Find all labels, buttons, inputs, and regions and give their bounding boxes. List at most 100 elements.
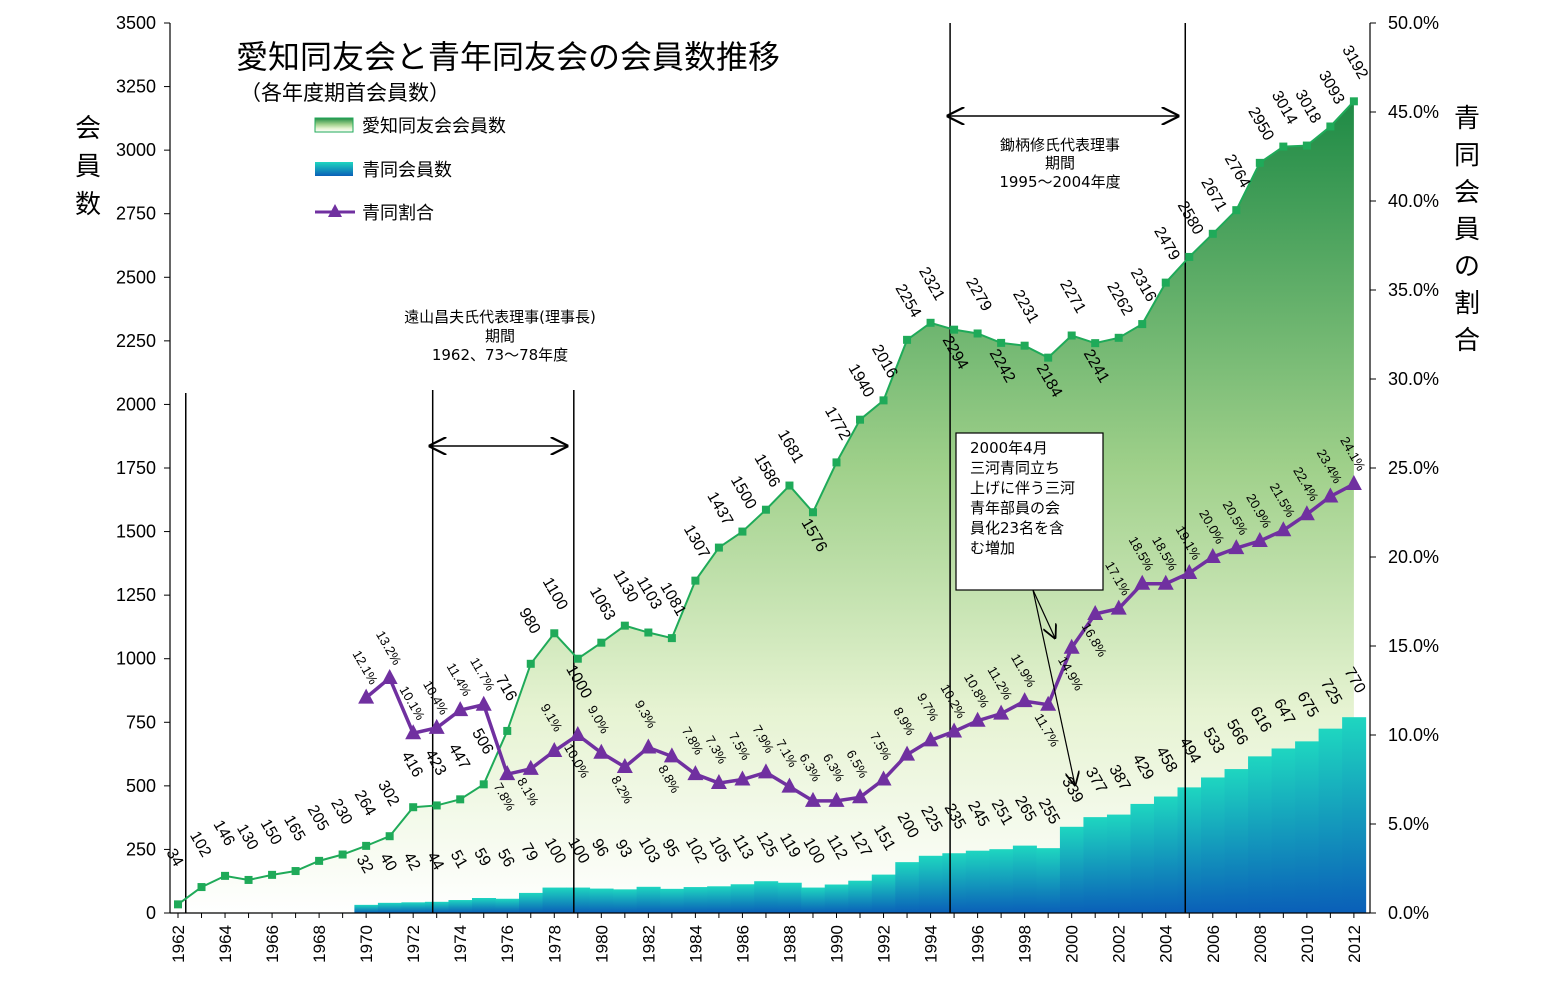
right-axis-label-char: 青 [1454,104,1480,134]
annotation-mikawa-box [955,432,1104,591]
total-members-point [409,803,418,812]
total-members-point [174,900,182,909]
left-tick-label: 1000 [116,649,156,669]
right-tick-label: 40.0% [1388,191,1439,211]
annotation-mikawa-pointer-2 [1032,589,1075,785]
youth-members-bar [824,884,849,913]
right-tick-label: 25.0% [1388,458,1439,478]
youth-members-data-label: 40 [376,850,400,874]
chart-title: 愛知同友会と青年同友会の会員数推移 [236,38,780,76]
youth-members-bar [801,887,826,913]
total-members-point [714,543,723,552]
total-members-data-label: 2231 [1009,287,1042,326]
annotation-toyama-line1: 遠山昌夫氏代表理事(理事長) [404,308,596,326]
annotation-tsuka-line1: 鋤柄修氏代表理事 [1000,136,1120,154]
annotation-mikawa-line3: 上げに伴う三河 [970,479,1075,497]
total-members-point [808,508,817,517]
ratio-point [593,743,610,759]
total-members-point [1279,142,1288,151]
total-members-point [291,867,300,876]
total-members-data-label: 2262 [1103,279,1136,318]
ratio-data-label: 12.1% [350,648,382,688]
ratio-point [405,724,422,740]
total-members-point [1255,158,1264,167]
youth-members-bar [1153,796,1179,913]
youth-members-bar [1106,814,1131,913]
total-members-point [1349,97,1358,106]
ratio-point [899,745,916,761]
youth-members-bar [566,887,591,913]
ratio-data-label: 13.2% [373,628,405,668]
x-tick-label: 2004 [1157,925,1176,963]
total-members-data-label: 2671 [1197,175,1230,214]
total-members-data-label: 130 [233,821,261,853]
total-members-point [1114,333,1123,342]
legend-label-youth: 青同会員数 [362,160,452,181]
total-members-point [644,628,653,637]
total-members-point [1044,353,1053,362]
right-tick-label: 30.0% [1388,369,1439,389]
youth-members-bar [965,850,990,913]
youth-members-bar [377,902,402,913]
ratio-point [804,791,821,807]
total-members-area [178,101,1354,913]
left-tick-label: 2500 [116,267,156,287]
youth-members-data-label: 96 [588,836,612,860]
total-members-point [479,780,488,789]
total-members-point [973,329,982,338]
total-members-point [432,801,441,810]
total-members-data-label: 3093 [1315,68,1348,107]
left-tick-label: 2250 [116,331,156,351]
youth-members-bar [660,888,685,913]
total-members-point [1185,252,1194,261]
x-tick-label: 1972 [404,925,423,963]
total-members-point [738,527,747,536]
x-tick-label: 2008 [1251,925,1270,963]
total-members-data-label: 302 [374,778,402,810]
x-tick-label: 1984 [686,925,705,963]
youth-members-data-label: 42 [400,850,424,874]
right-axis-label-char: 員 [1454,215,1480,245]
x-tick-label: 2010 [1298,925,1317,963]
total-members-data-label: 2479 [1150,224,1183,263]
total-members-data-label: 102 [186,829,214,861]
x-tick-label: 1962 [169,925,188,963]
ratio-point [499,765,516,781]
right-tick-label: 35.0% [1388,280,1439,300]
ratio-point [546,742,563,758]
right-tick-label: 45.0% [1388,102,1439,122]
total-members-point [785,481,794,490]
ratio-point [1157,574,1174,590]
youth-members-bar [848,880,873,913]
annotation-mikawa: 2000年4月 三河青同立ち 上げに伴う三河 青年部員の会 員化23名を含 む増… [955,432,1104,785]
total-members-data-label: 264 [351,787,379,819]
total-members-data-label: 423 [421,747,449,779]
total-members-point [385,832,394,841]
ratio-point [640,738,657,754]
youth-members-bar [707,886,732,913]
x-tick-label: 1982 [639,925,658,963]
ratio-point [475,695,492,711]
annotation-tsuka: 鋤柄修氏代表理事 期間 1995～2004年度 [948,116,1178,191]
ratio-point [1181,564,1198,580]
left-tick-label: 750 [126,712,156,732]
annotation-mikawa-line2: 三河青同立ち [970,459,1060,477]
total-members-point [761,505,770,514]
ratio-point [687,765,704,781]
youth-members-data-label: 95 [658,836,682,860]
youth-members-bar [895,862,920,913]
youth-members-data-label: 56 [494,846,518,870]
youth-members-bar [989,849,1014,913]
x-tick-label: 2002 [1110,925,1129,963]
total-members-data-label: 980 [515,605,543,637]
total-members-point [950,325,959,334]
annotation-mikawa-line4: 青年部員の会 [970,499,1060,517]
annotation-mikawa-line1: 2000年4月 [970,439,1048,457]
ratio-point [381,669,398,685]
total-members-data-label: 2254 [892,281,925,320]
x-tick-label: 1994 [922,925,941,963]
youth-members-bar [730,884,755,913]
youth-members-bar [683,887,708,913]
right-tick-label: 15.0% [1388,636,1439,656]
